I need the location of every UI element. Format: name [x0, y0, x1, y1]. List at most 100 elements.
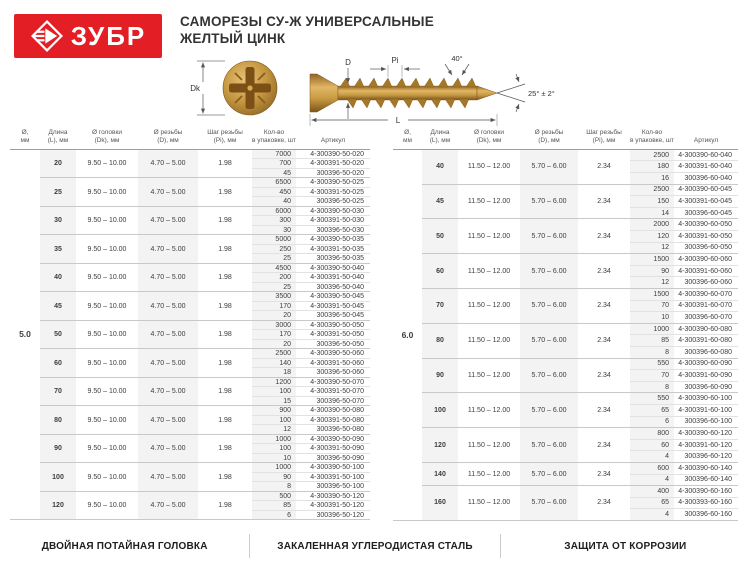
- cell-quantity: 1500: [630, 253, 674, 266]
- cell-thread-diameter: 5.70 – 6.00: [520, 322, 578, 359]
- cell-quantity: 4: [630, 450, 674, 463]
- cell-thread-diameter: 5.70 – 6.00: [520, 357, 578, 393]
- cell-quantity: 1000: [252, 433, 296, 444]
- cell-quantity: 8: [630, 345, 674, 359]
- cell-thread-pitch: 1.98: [198, 376, 252, 406]
- table-row: 6.0 40 11.50 – 12.00 5.70 – 6.00 2.34 2500 4-3…: [393, 148, 738, 521]
- cell-thread-pitch: 1.98: [198, 205, 252, 235]
- cell-article: 4-300391-60-050: [674, 230, 738, 243]
- cell-thread-diameter: 5.70 – 6.00: [520, 288, 578, 324]
- cell-article: 4-300391-60-120: [674, 438, 738, 451]
- table-row: 12 300396-60-060: [393, 276, 738, 289]
- footer-features: ДВОЙНАЯ ПОТАЙНАЯ ГОЛОВКА ЗАКАЛЕННАЯ УГЛЕ…: [0, 533, 750, 559]
- table-row: 60 9.50 – 10.00 4.70 – 5.00 1.98 2500 4-30039…: [10, 348, 370, 378]
- table-row: 100 4-300391-50-080: [10, 414, 370, 425]
- cell-quantity: 500: [252, 490, 296, 501]
- cell-thread-pitch: 2.34: [578, 253, 630, 289]
- table-row: 160 11.50 – 12.00 5.70 – 6.00 2.34 400 4-3003…: [393, 485, 738, 521]
- table-row: 6 300396-60-100: [393, 415, 738, 428]
- cell-quantity: 2500: [630, 148, 674, 161]
- cell-article: 4-300390-50-040: [296, 262, 370, 273]
- cell-quantity: 70: [630, 369, 674, 382]
- cell-head-diameter: 11.50 – 12.00: [458, 357, 520, 393]
- cell-quantity: 14: [630, 206, 674, 219]
- cell-head-diameter: 9.50 – 10.00: [76, 205, 138, 235]
- cell-quantity: 10: [252, 452, 296, 463]
- cell-thread-pitch: 1.98: [198, 262, 252, 292]
- cell-quantity: 30: [252, 224, 296, 235]
- table-row: 100 4-300391-50-090: [10, 443, 370, 454]
- cell-thread-pitch: 2.34: [578, 485, 630, 521]
- tip-angle-label: 25° ± 2°: [528, 89, 555, 98]
- cell-quantity: 16: [630, 172, 674, 185]
- cell-quantity: 65: [630, 403, 674, 417]
- cell-thread-diameter: 5.70 – 6.00: [520, 183, 578, 219]
- table-row: 120 9.50 – 10.00 4.70 – 5.00 1.98 500 4-30039…: [10, 490, 370, 520]
- cell-quantity: 25: [252, 253, 296, 264]
- cell-article: 300396-60-070: [674, 311, 738, 324]
- cell-article: 4-300390-60-040: [674, 148, 738, 161]
- table-row: 30 300396-50-030: [10, 224, 370, 235]
- table-row: 6 300396-50-120: [10, 509, 370, 520]
- cell-quantity: 600: [630, 461, 674, 474]
- tip-angle-dimension: [496, 73, 526, 113]
- table-row: 100 11.50 – 12.00 5.70 – 6.00 2.34 550 4-3003…: [393, 392, 738, 428]
- cell-quantity: 5000: [252, 234, 296, 245]
- table-row: 80 11.50 – 12.00 5.70 – 6.00 2.34 1000 4-3003…: [393, 322, 738, 359]
- cell-article: 4-300390-50-030: [296, 205, 370, 216]
- table-row: 45 9.50 – 10.00 4.70 – 5.00 1.98 3500 4-30039…: [10, 291, 370, 321]
- cell-thread-pitch: 2.34: [578, 427, 630, 463]
- table-row: 170 4-300391-50-045: [10, 300, 370, 311]
- cell-quantity: 1200: [252, 376, 296, 387]
- cell-head-diameter: 9.50 – 10.00: [76, 291, 138, 321]
- cell-quantity: 6500: [252, 177, 296, 188]
- cell-article: 4-300390-50-035: [296, 234, 370, 245]
- cell-head-diameter: 9.50 – 10.00: [76, 234, 138, 264]
- cell-article: 300396-50-045: [296, 310, 370, 321]
- feature-hardened-carbon-steel: ЗАКАЛЕННАЯ УГЛЕРОДИСТАЯ СТАЛЬ: [277, 540, 473, 552]
- cell-article: 300396-50-090: [296, 452, 370, 463]
- table-row: 18 300396-50-060: [10, 367, 370, 378]
- cell-thread-diameter: 4.70 – 5.00: [138, 348, 198, 378]
- cell-length: 45: [422, 183, 458, 219]
- table-row: 170 4-300391-50-050: [10, 329, 370, 340]
- cell-article: 4-300391-50-090: [296, 443, 370, 454]
- cell-head-diameter: 11.50 – 12.00: [458, 427, 520, 463]
- table-row: 140 11.50 – 12.00 5.70 – 6.00 2.34 600 4-3003…: [393, 461, 738, 486]
- cell-length: 90: [40, 433, 76, 463]
- column-header: Ø резьбы (D), мм: [520, 128, 578, 150]
- cell-thread-diameter: 4.70 – 5.00: [138, 262, 198, 292]
- cell-head-diameter: 11.50 – 12.00: [458, 253, 520, 289]
- table-row: 10 300396-50-090: [10, 452, 370, 463]
- table-row: 14 300396-60-045: [393, 206, 738, 219]
- cell-quantity: 40: [252, 196, 296, 207]
- cell-head-diameter: 11.50 – 12.00: [458, 461, 520, 486]
- cell-article: 4-300390-60-060: [674, 253, 738, 266]
- cell-quantity: 100: [252, 443, 296, 454]
- cell-quantity: 100: [252, 386, 296, 397]
- cell-quantity: 200: [252, 272, 296, 283]
- cell-article: 4-300390-60-050: [674, 218, 738, 231]
- table-row: 8 300396-50-100: [10, 481, 370, 492]
- footer-divider: [499, 534, 501, 558]
- cell-article: 4-300391-50-060: [296, 357, 370, 368]
- cell-quantity: 400: [630, 485, 674, 498]
- cell-quantity: 140: [252, 357, 296, 368]
- cell-quantity: 70: [630, 299, 674, 312]
- cell-thread-diameter: 4.70 – 5.00: [138, 319, 198, 349]
- cell-article: 300396-50-040: [296, 281, 370, 292]
- cell-quantity: 550: [630, 357, 674, 370]
- cell-article: 300396-60-040: [674, 172, 738, 185]
- column-header: Кол-во в упаковке, шт: [252, 128, 296, 150]
- cell-length: 20: [40, 148, 76, 178]
- dk-label: Dk: [190, 84, 201, 93]
- cell-head-diameter: 9.50 – 10.00: [76, 348, 138, 378]
- cell-article: 4-300390-60-045: [674, 183, 738, 196]
- cell-quantity: 18: [252, 367, 296, 378]
- cell-article: 4-300390-60-100: [674, 392, 738, 405]
- cell-article: 4-300390-50-070: [296, 376, 370, 387]
- cell-quantity: 900: [252, 405, 296, 416]
- cell-length: 40: [422, 148, 458, 185]
- footer-divider: [249, 534, 251, 558]
- cell-quantity: 10: [630, 311, 674, 324]
